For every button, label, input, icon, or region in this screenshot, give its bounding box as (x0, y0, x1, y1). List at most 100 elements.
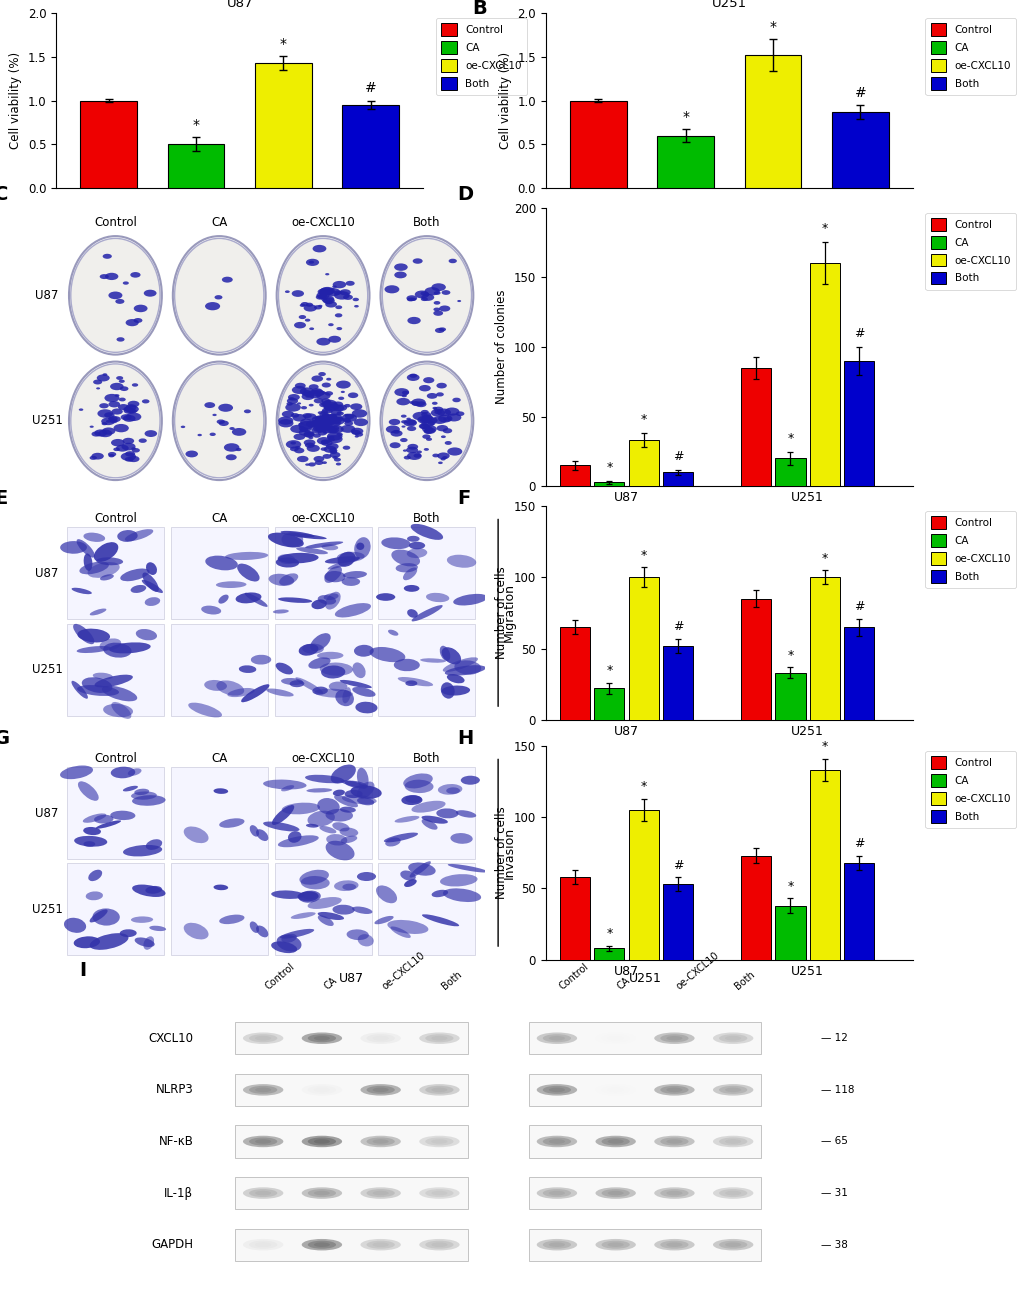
Ellipse shape (292, 414, 306, 422)
Ellipse shape (212, 414, 216, 416)
Ellipse shape (419, 385, 430, 392)
Text: CA: CA (211, 752, 227, 765)
Ellipse shape (319, 402, 328, 407)
Text: U251: U251 (32, 903, 62, 916)
Ellipse shape (409, 374, 417, 377)
Ellipse shape (433, 407, 443, 412)
Ellipse shape (317, 437, 330, 445)
Ellipse shape (294, 446, 301, 449)
Ellipse shape (251, 655, 271, 664)
Ellipse shape (440, 436, 445, 438)
Ellipse shape (235, 447, 242, 451)
Bar (662, 646, 692, 720)
Ellipse shape (111, 702, 131, 719)
Text: #: # (365, 82, 376, 95)
Ellipse shape (216, 419, 225, 424)
Ellipse shape (400, 795, 422, 805)
Ellipse shape (271, 891, 304, 899)
Ellipse shape (106, 420, 111, 423)
Text: NF-κB: NF-κB (158, 1135, 194, 1148)
Ellipse shape (316, 392, 330, 399)
Ellipse shape (183, 826, 208, 843)
Ellipse shape (444, 407, 459, 415)
Ellipse shape (204, 680, 227, 691)
Ellipse shape (305, 396, 310, 398)
Ellipse shape (416, 401, 426, 407)
Ellipse shape (424, 416, 432, 422)
Ellipse shape (425, 427, 432, 431)
Ellipse shape (335, 690, 354, 706)
Text: — 38: — 38 (820, 1240, 848, 1250)
Ellipse shape (313, 425, 326, 432)
Ellipse shape (131, 383, 139, 387)
Ellipse shape (285, 440, 301, 449)
Ellipse shape (401, 394, 407, 397)
Ellipse shape (328, 414, 342, 422)
Ellipse shape (430, 409, 444, 416)
Ellipse shape (419, 423, 429, 429)
Ellipse shape (268, 573, 293, 586)
Ellipse shape (113, 424, 128, 432)
Ellipse shape (319, 390, 325, 394)
Ellipse shape (322, 399, 336, 407)
Bar (378, 767, 475, 859)
Ellipse shape (319, 292, 327, 296)
Ellipse shape (84, 827, 101, 835)
Ellipse shape (325, 288, 340, 296)
Ellipse shape (725, 1088, 741, 1092)
Y-axis label: Number of cells: Number of cells (494, 567, 507, 659)
Ellipse shape (329, 416, 334, 419)
Ellipse shape (323, 593, 338, 601)
Ellipse shape (216, 581, 247, 588)
Text: — 65: — 65 (820, 1136, 848, 1147)
Ellipse shape (102, 422, 107, 425)
Ellipse shape (281, 678, 303, 685)
Ellipse shape (290, 412, 299, 418)
Text: B: B (472, 0, 486, 18)
Ellipse shape (601, 1189, 629, 1197)
Y-axis label: Cell viability (%): Cell viability (%) (9, 52, 22, 149)
Ellipse shape (340, 835, 357, 843)
Ellipse shape (122, 415, 136, 422)
Ellipse shape (311, 375, 323, 381)
Ellipse shape (316, 294, 325, 300)
Bar (255, 62, 312, 188)
Ellipse shape (437, 462, 442, 464)
Ellipse shape (318, 424, 331, 431)
Ellipse shape (318, 419, 327, 423)
Ellipse shape (109, 642, 151, 654)
Ellipse shape (321, 410, 328, 414)
Ellipse shape (313, 423, 322, 428)
Ellipse shape (255, 1088, 271, 1092)
Ellipse shape (119, 929, 137, 938)
Ellipse shape (659, 1034, 688, 1043)
Ellipse shape (306, 390, 321, 398)
Ellipse shape (304, 432, 314, 437)
Ellipse shape (296, 547, 328, 554)
Text: U87: U87 (36, 289, 58, 302)
Ellipse shape (299, 429, 310, 436)
Bar (167, 144, 224, 188)
Ellipse shape (423, 377, 434, 383)
Ellipse shape (659, 1189, 688, 1197)
Ellipse shape (96, 558, 123, 565)
Text: H: H (458, 729, 474, 747)
Ellipse shape (399, 870, 416, 881)
Bar (81, 101, 137, 188)
Ellipse shape (311, 388, 322, 394)
Ellipse shape (326, 834, 347, 846)
Ellipse shape (659, 1137, 688, 1145)
Ellipse shape (299, 315, 306, 319)
Ellipse shape (103, 642, 131, 658)
Ellipse shape (338, 397, 343, 399)
Ellipse shape (114, 394, 119, 397)
Ellipse shape (273, 610, 288, 613)
Ellipse shape (407, 451, 421, 460)
Text: Both: Both (439, 969, 463, 991)
Text: #: # (854, 86, 865, 100)
Ellipse shape (387, 629, 398, 636)
Ellipse shape (313, 457, 324, 462)
Bar (559, 877, 590, 960)
Ellipse shape (278, 364, 368, 477)
Legend: Control, CA, oe-CXCL10, Both: Control, CA, oe-CXCL10, Both (924, 511, 1015, 588)
